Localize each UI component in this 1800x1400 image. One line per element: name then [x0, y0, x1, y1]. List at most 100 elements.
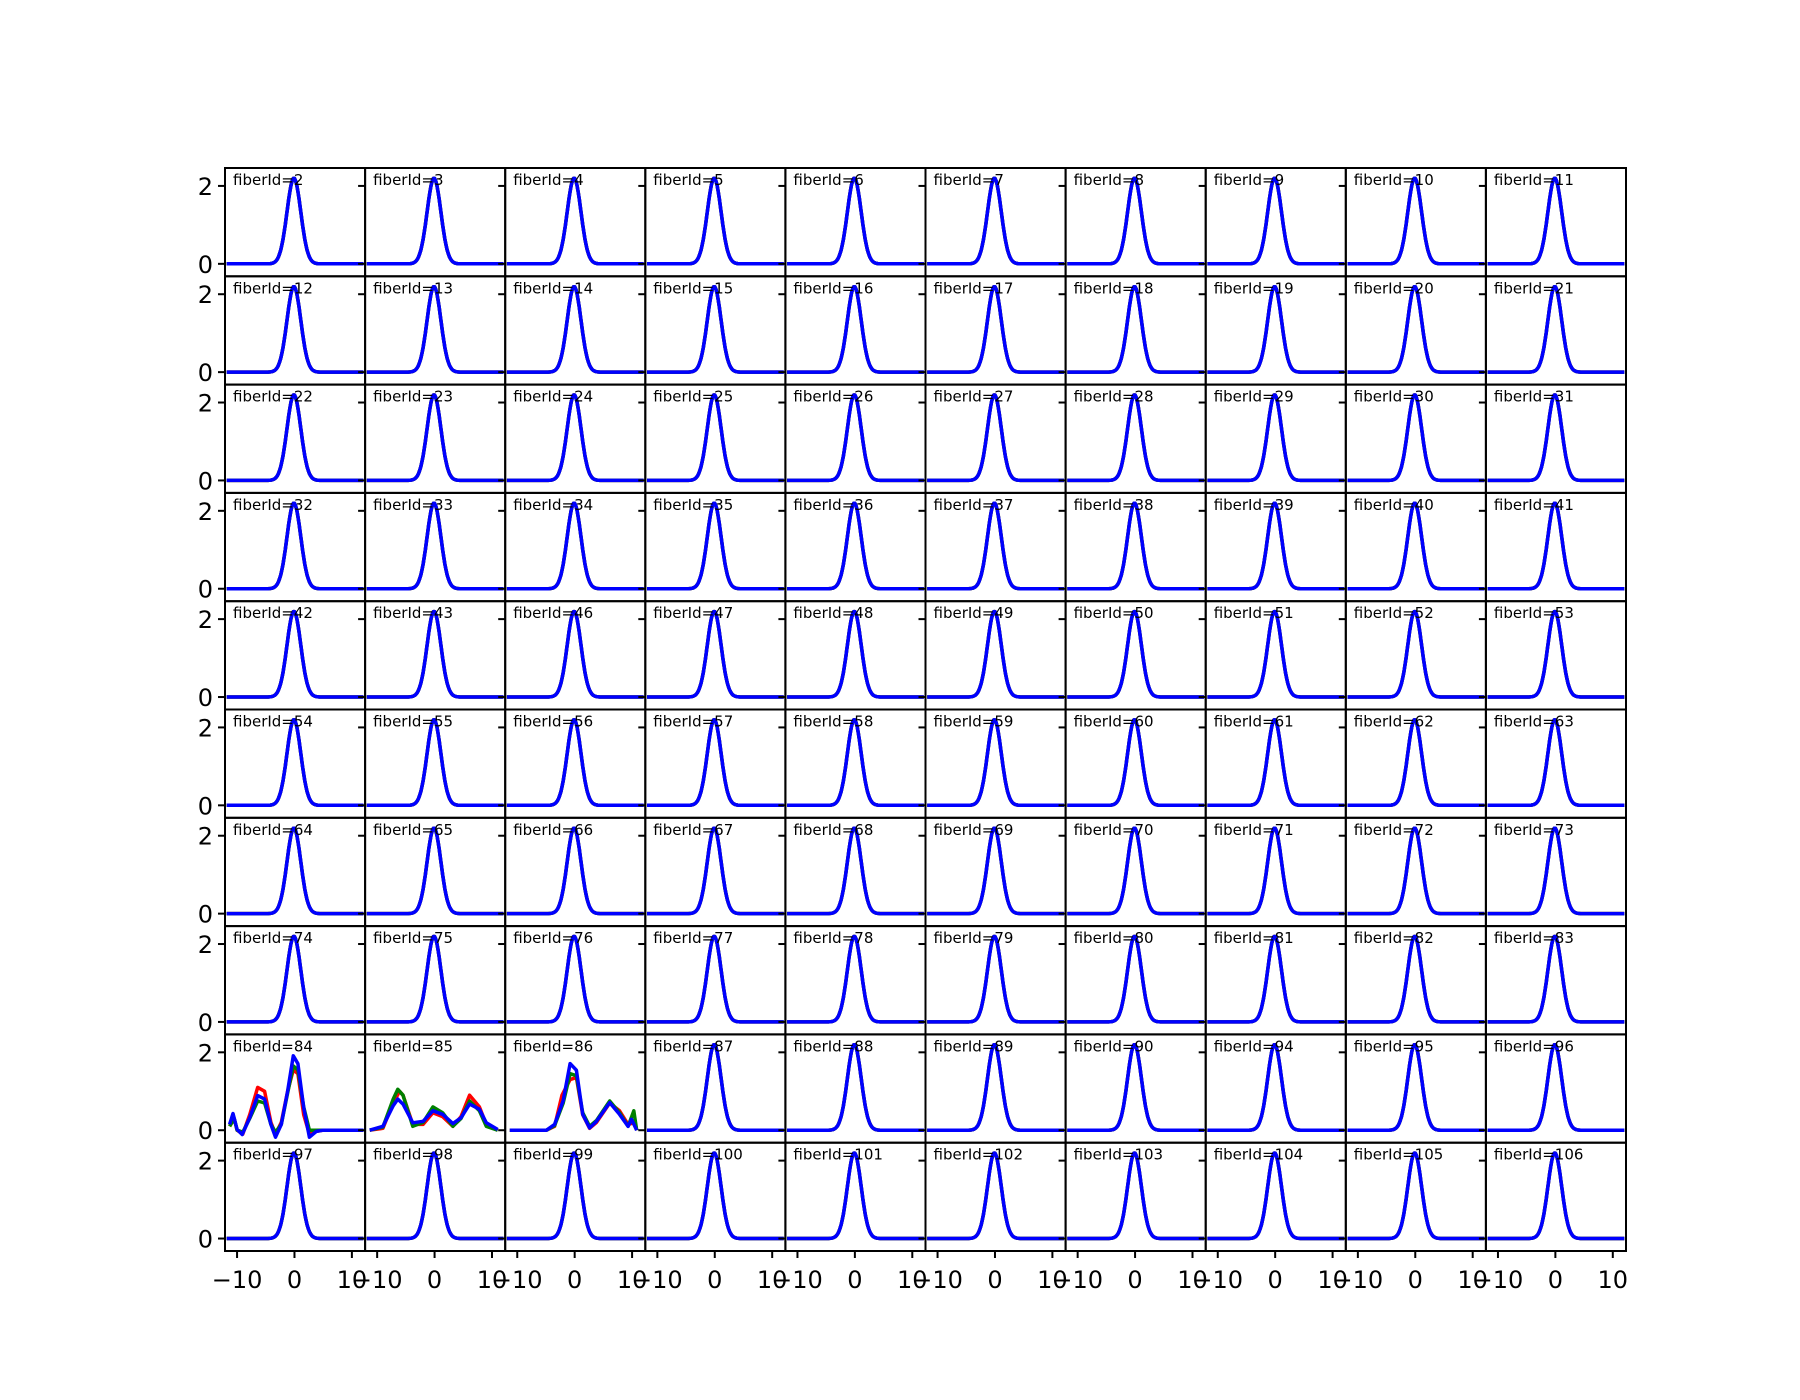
panel-title-label: fiberId=88 [793, 1037, 873, 1055]
subplot-panel: fiberId=11 [1478, 167, 1628, 278]
x-tick-label: 0 [427, 1266, 442, 1294]
blue-series-line [366, 176, 505, 266]
panel-title-label: fiberId=29 [1214, 388, 1294, 406]
panel-title-label: fiberId=97 [233, 1146, 313, 1164]
blue-series-line [1066, 1043, 1205, 1132]
blue-series-line [1206, 1151, 1345, 1241]
panel-title-label: fiberId=106 [1494, 1146, 1584, 1164]
blue-series-line [1487, 609, 1625, 699]
blue-series-line [227, 1054, 364, 1139]
panel-title-label: fiberId=20 [1354, 279, 1434, 297]
panel-title-label: fiberId=38 [1074, 496, 1154, 514]
blue-series-line [506, 393, 645, 483]
panel-title-label: fiberId=54 [233, 713, 313, 731]
panel-title-label: fiberId=65 [373, 821, 453, 839]
blue-series-line [786, 393, 925, 483]
subplot-panel: fiberId=29 [1198, 383, 1347, 494]
blue-series-line [226, 1151, 364, 1241]
blue-series-line [366, 284, 505, 374]
subplot-panel: fiberId=16 [778, 275, 927, 386]
panel-title-label: fiberId=24 [513, 388, 593, 406]
blue-series-line [1346, 609, 1485, 699]
panel-title-label: fiberId=78 [793, 929, 873, 947]
panel-title-label: fiberId=7 [934, 171, 1004, 189]
subplot-panel: fiberId=54 0 2 [198, 708, 367, 820]
y-tick-label: 2 [198, 823, 213, 851]
panel-title-label: fiberId=8 [1074, 171, 1144, 189]
blue-series-line [646, 826, 785, 916]
panel-title-label: fiberId=21 [1494, 279, 1574, 297]
blue-series-line [1346, 718, 1485, 808]
blue-series-line [1206, 934, 1345, 1024]
blue-series-line [786, 609, 925, 699]
panel-title-label: fiberId=89 [934, 1037, 1014, 1055]
panel-title-label: fiberId=50 [1074, 604, 1154, 622]
blue-series-line [1206, 284, 1345, 374]
panel-title-label: fiberId=34 [513, 496, 593, 514]
blue-series-line [1066, 826, 1205, 916]
blue-series-line [1206, 176, 1345, 266]
blue-series-line [226, 176, 364, 266]
blue-series-line [1487, 501, 1625, 591]
y-tick-label: 2 [198, 1039, 213, 1067]
panel-title-label: fiberId=75 [373, 929, 453, 947]
subplot-panel: fiberId=9 [1198, 167, 1347, 278]
panel-title-label: fiberId=43 [373, 604, 453, 622]
subplot-panel: fiberId=31 [1478, 383, 1628, 494]
panel-title-label: fiberId=47 [653, 604, 733, 622]
blue-series-line [1487, 1151, 1625, 1241]
y-tick-label: 0 [198, 467, 213, 495]
panel-title-label: fiberId=72 [1354, 821, 1434, 839]
panel-title-label: fiberId=102 [934, 1146, 1024, 1164]
blue-series-line [1206, 826, 1345, 916]
x-tick-label: 0 [1408, 1266, 1423, 1294]
panel-title-label: fiberId=85 [373, 1037, 453, 1055]
panel-title-label: fiberId=17 [934, 279, 1014, 297]
blue-series-line [1487, 934, 1625, 1024]
y-tick-label: 2 [198, 1148, 213, 1176]
subplot-panel: fiberId=2 0 2 [198, 167, 367, 279]
panel-title-label: fiberId=55 [373, 713, 453, 731]
subplot-panel: fiberId=17 [918, 275, 1067, 386]
panel-title-label: fiberId=105 [1354, 1146, 1444, 1164]
panel-title-label: fiberId=41 [1494, 496, 1574, 514]
blue-series-line [1066, 393, 1205, 483]
blue-series-line [506, 826, 645, 916]
blue-series-line [646, 934, 785, 1024]
subplot-panel: fiberId=71 [1198, 816, 1347, 928]
panel-title-label: fiberId=5 [653, 171, 723, 189]
panel-title-label: fiberId=36 [793, 496, 873, 514]
blue-series-line [509, 1061, 639, 1132]
panel-title-label: fiberId=62 [1354, 713, 1434, 731]
blue-series-line [786, 826, 925, 916]
blue-series-line [786, 176, 925, 266]
subplot-panel: fiberId=40 [1338, 491, 1487, 603]
panel-title-label: fiberId=4 [513, 171, 583, 189]
panel-title-label: fiberId=103 [1074, 1146, 1164, 1164]
panel-title-label: fiberId=63 [1494, 713, 1574, 731]
panel-title-label: fiberId=48 [793, 604, 873, 622]
blue-series-line [1346, 176, 1485, 266]
panel-title-label: fiberId=61 [1214, 713, 1294, 731]
panel-title-label: fiberId=81 [1214, 929, 1294, 947]
panel-title-label: fiberId=9 [1214, 171, 1284, 189]
blue-series-line [1346, 284, 1485, 374]
subplot-panel: fiberId=33 [358, 491, 507, 603]
subplot-panel: fiberId=87 [638, 1033, 787, 1144]
panel-title-label: fiberId=40 [1354, 496, 1434, 514]
blue-series-line [226, 609, 364, 699]
panel-title-label: fiberId=27 [934, 388, 1014, 406]
blue-series-line [1487, 718, 1625, 808]
subplot-panel: fiberId=21 [1478, 275, 1628, 386]
panel-title-label: fiberId=59 [934, 713, 1014, 731]
panel-title-label: fiberId=22 [233, 388, 313, 406]
blue-series-line [366, 393, 505, 483]
x-tick-label: 10 [897, 1266, 928, 1294]
subplot-panel: fiberId=67 [638, 816, 787, 928]
blue-series-line [1346, 501, 1485, 591]
panel-title-label: fiberId=18 [1074, 279, 1154, 297]
panel-title-label: fiberId=14 [513, 279, 593, 297]
blue-series-line [366, 501, 505, 591]
y-tick-label: 0 [198, 359, 213, 387]
blue-series-line [1346, 934, 1485, 1024]
